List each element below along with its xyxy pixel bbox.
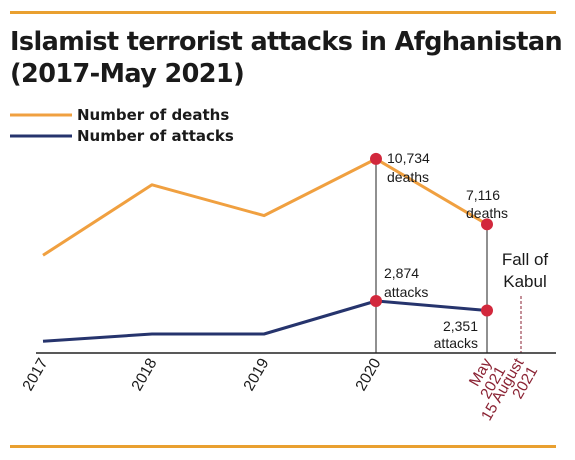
label-fall-of-kabul-line-2: Kabul <box>503 272 546 291</box>
marker-deaths-2020 <box>370 152 382 165</box>
marker-attacks-may-2021 <box>481 304 493 317</box>
series-line-attacks <box>42 299 488 343</box>
marker-deaths-may-2021 <box>481 218 493 231</box>
legend-label-deaths: Number of deaths <box>77 106 229 124</box>
x-tick-label-2020: 2020 <box>352 355 384 394</box>
x-tick-label-2017: 2017 <box>19 356 51 394</box>
label-deaths-2021-unit: deaths <box>466 205 508 221</box>
label-deaths-2020-unit: deaths <box>387 169 429 185</box>
label-deaths-2020-value: 10,734 <box>387 150 430 166</box>
label-deaths-2021-value: 7,116 <box>466 187 500 203</box>
label-attacks-2021-unit: attacks <box>434 335 478 351</box>
x-tick-label-2019: 2019 <box>240 356 272 394</box>
bottom-rule <box>10 445 556 448</box>
chart-title: Islamist terrorist attacks in Afghanista… <box>10 26 565 90</box>
label-attacks-2020-value: 2,874 <box>384 265 419 281</box>
chart-title-line-1: Islamist terrorist attacks in Afghanista… <box>10 27 563 57</box>
top-rule <box>10 11 556 14</box>
x-tick-label-2018: 2018 <box>128 356 160 394</box>
label-fall-of-kabul-line-1: Fall of <box>502 250 549 269</box>
label-attacks-2020-unit: attacks <box>384 284 428 300</box>
legend-label-attacks: Number of attacks <box>77 127 234 145</box>
series-line-deaths <box>42 157 488 257</box>
legend: Number of deaths Number of attacks <box>10 106 234 145</box>
label-attacks-2021-value: 2,351 <box>443 318 478 334</box>
data-markers <box>370 152 493 317</box>
chart-title-line-2: (2017-May 2021) <box>10 59 245 89</box>
marker-attacks-2020 <box>370 295 382 308</box>
